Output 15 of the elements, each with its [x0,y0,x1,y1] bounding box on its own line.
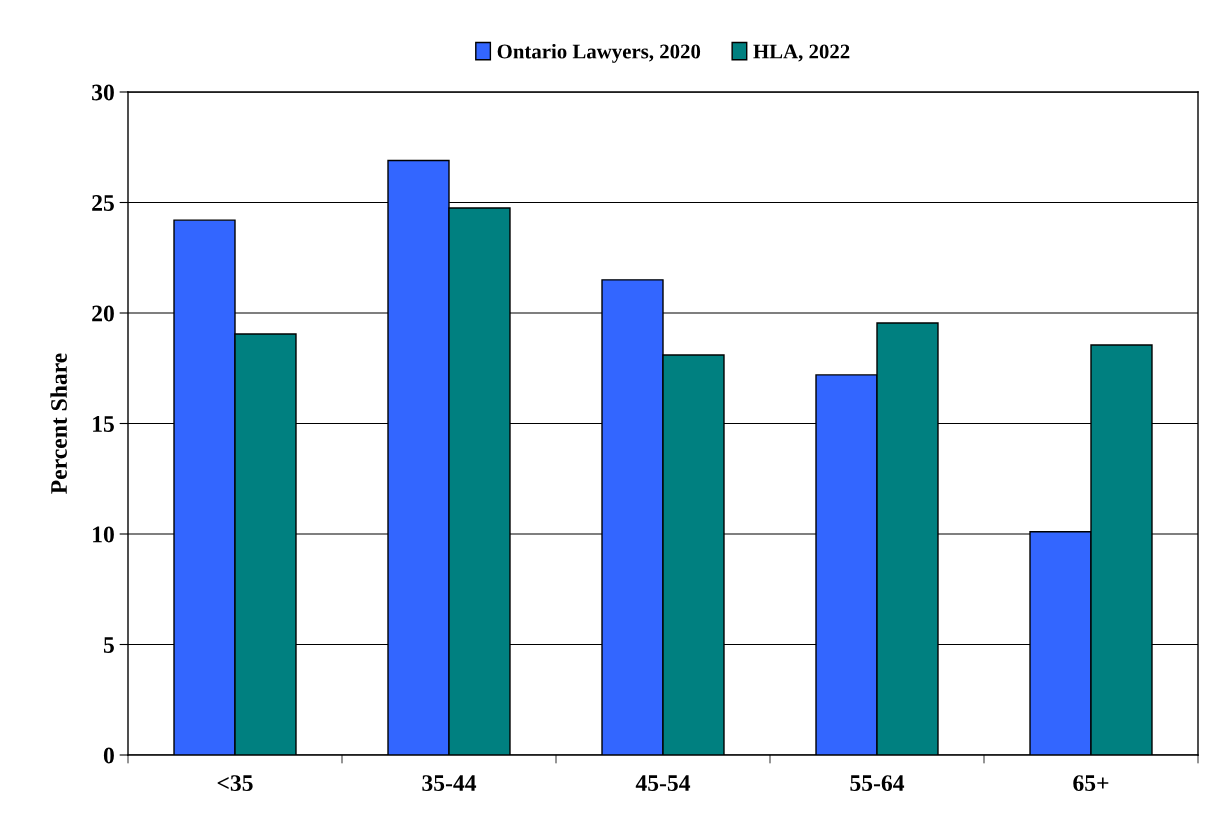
y-tick-label: 0 [103,747,114,764]
y-axis-title: Percent Share [50,353,67,494]
legend-label: Ontario Lawyers, 2020 [497,43,701,63]
y-tick-label: 20 [92,305,114,322]
x-tick-label: 45-54 [635,775,691,792]
y-tick-label: 15 [93,416,114,432]
y-tick-label: 25 [92,195,114,211]
y-tick-label: 30 [92,84,114,101]
legend-label: HLA, 2022 [753,44,850,62]
y-tick-label: 10 [93,526,114,543]
x-tick-label: 65+ [1073,775,1109,792]
x-tick-label: 35-44 [422,775,477,792]
x-tick-label: <35 [217,775,253,792]
y-tick-label: 5 [103,637,114,653]
x-tick-label: 55-64 [850,775,905,792]
